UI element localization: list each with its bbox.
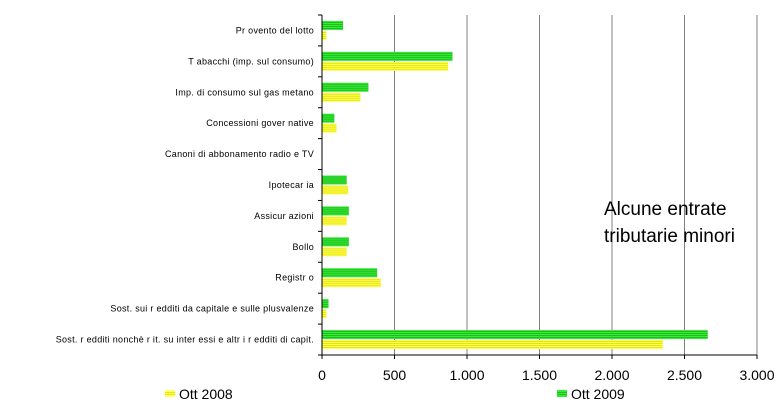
bar-fill [322,330,708,340]
bar-ott-2008 [322,30,327,40]
bar-fill [322,185,349,195]
category-label: Sost. sui r edditi da capitale e sulle p… [110,304,314,314]
bar-ott-2009 [322,237,349,247]
x-tick-label: 3.000 [739,367,774,383]
x-tick-label: 0 [318,367,326,383]
category-labels: Pr ovento del lotto T abacchi (imp. sul c… [56,25,314,344]
bar-fill [322,299,329,309]
bar-fill [322,237,349,247]
legend-item: Ott 2008 [165,386,233,402]
x-tick-labels: 0 500 1.000 1.500 2.000 2.500 3.000 [318,14,775,383]
bar-fill [322,82,369,92]
bar-fill [322,278,381,288]
bar-fill [322,30,327,40]
category-label: Concessioni gover native [206,118,314,128]
grid-lines [394,15,758,355]
legend-label: Ott 2009 [571,386,625,402]
legend-item: Ott 2009 [557,386,625,402]
bar-ott-2008 [322,340,663,350]
bar-fill [322,113,335,123]
bar-ott-2009 [322,330,708,340]
bar-fill [322,123,337,133]
bar-ott-2008 [322,185,349,195]
bar-fill [322,309,327,319]
category-label: Sost. r edditi nonchè r it. su inter ess… [56,335,314,345]
legend-swatch [557,390,567,397]
bar-ott-2008 [322,61,449,71]
x-tick-label: 1.000 [449,367,484,383]
category-label: Assicur azioni [254,211,314,221]
bar-ott-2009 [322,82,369,92]
x-tick-label: 2.000 [594,367,629,383]
bar-ott-2009 [322,175,347,185]
category-label: Ipotecar ia [269,180,314,190]
legend-swatch [165,390,175,397]
category-label: Pr ovento del lotto [236,25,314,35]
bar-fill [322,216,347,226]
bar-ott-2008 [322,247,347,257]
bar-ott-2008 [322,278,381,288]
bar-fill [322,92,361,102]
bar-fill [322,206,349,216]
x-tick-label: 1.500 [522,367,557,383]
bar-ott-2008 [322,309,327,319]
bar-ott-2009 [322,299,329,309]
bar-ott-2009 [322,113,335,123]
legend: Ott 2008 Ott 2009 [165,386,625,402]
annotation-line-1: Alcune entrate [604,199,727,220]
bar-fill [322,175,347,185]
bar-ott-2008 [322,92,361,102]
bar-ott-2008 [322,216,347,226]
legend-label: Ott 2008 [179,386,233,402]
bar-fill [322,247,347,257]
bar-ott-2009 [322,206,349,216]
bars [322,20,708,350]
category-label: Imp. di consumo sul gas metano [175,87,314,97]
bar-ott-2009 [322,268,378,278]
category-label: Registr o [275,273,314,283]
x-tick-label: 500 [383,367,407,383]
category-label: Bollo [292,242,314,252]
bar-fill [322,61,449,71]
bar-fill [322,51,453,61]
category-label: T abacchi (imp. sul consumo) [188,56,314,66]
annotation-line-2: tributarie minori [604,226,735,247]
bar-fill [322,340,663,350]
bar-fill [322,20,344,30]
bar-ott-2008 [322,123,337,133]
bar-ott-2009 [322,20,344,30]
x-tick-label: 2.500 [667,367,702,383]
bar-ott-2009 [322,51,453,61]
bar-fill [322,268,378,278]
category-label: Canoni di abbonamento radio e TV [165,149,314,159]
